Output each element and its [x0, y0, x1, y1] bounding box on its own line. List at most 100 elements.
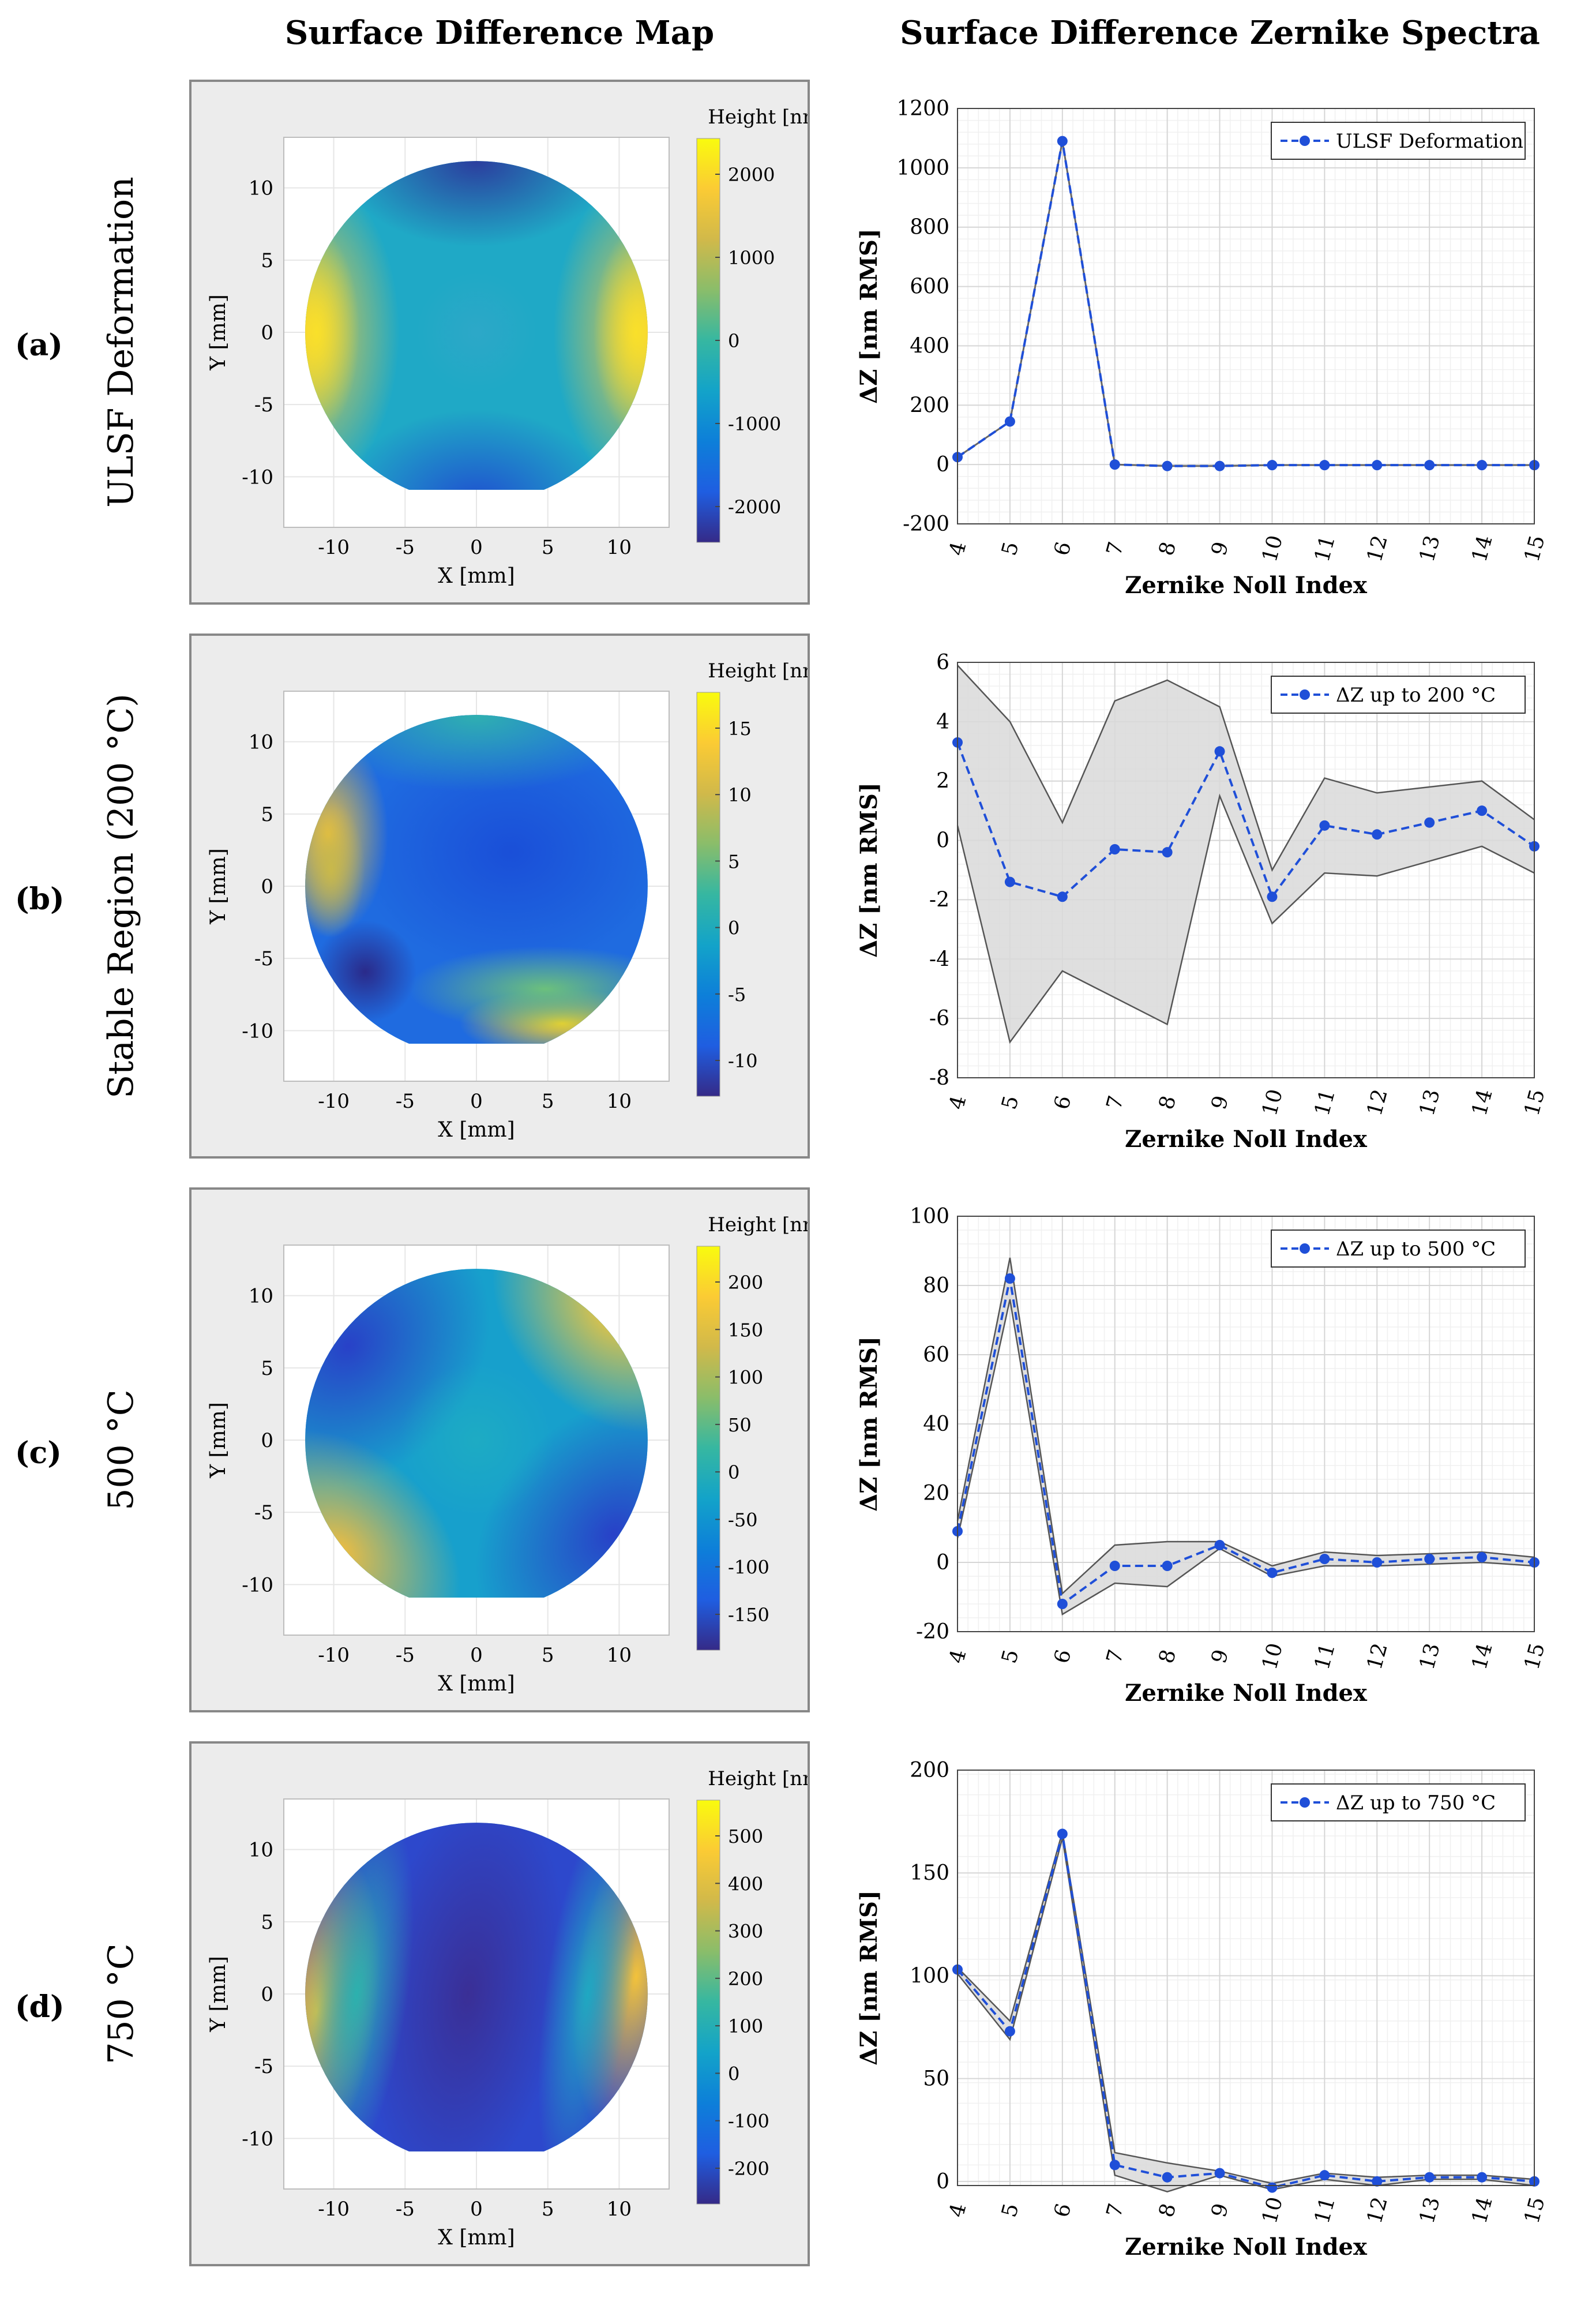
colorbar-tick-label: -100 — [728, 2111, 769, 2132]
map-y-tick: -10 — [242, 1573, 273, 1596]
x-axis-label: Zernike Noll Index — [1125, 572, 1368, 599]
map-x-tick: -10 — [318, 1644, 350, 1667]
data-point — [1004, 876, 1015, 887]
colorbar-tick-label: 500 — [728, 1826, 763, 1847]
surface-map-panel: -10 -5 0 5 10 10 5 0 -5 -10 X [mm] Y [mm] Height [nm… — [189, 1741, 810, 2266]
data-point — [1162, 460, 1173, 471]
high-region-left — [305, 169, 400, 490]
y-tick-label: 100 — [910, 1205, 949, 1228]
y-axis-label: ΔZ [nm RMS] — [855, 782, 883, 958]
map-y-tick: -5 — [254, 947, 273, 970]
map-y-tick: 0 — [261, 1429, 273, 1452]
map-x-label: X [mm] — [438, 2226, 515, 2250]
y-tick-label: 400 — [910, 334, 949, 358]
map-y-tick: 10 — [249, 731, 273, 754]
map-x-tick: 0 — [470, 536, 483, 559]
data-point — [1424, 2172, 1435, 2183]
colorbar-tick-label: 2000 — [728, 164, 775, 186]
y-tick-label: 0 — [936, 2170, 949, 2194]
data-point — [1424, 460, 1435, 471]
data-point — [1267, 2182, 1278, 2193]
low-center-band — [370, 1823, 566, 2151]
data-point — [1004, 416, 1015, 427]
x-tick-label: 5 — [997, 539, 1024, 558]
ridge-left — [305, 800, 366, 938]
data-point — [1319, 1554, 1330, 1564]
high-region-right — [553, 169, 648, 490]
map-y-tick: 10 — [249, 177, 273, 200]
legend-marker — [1300, 1797, 1310, 1808]
x-tick-label: 14 — [1467, 1087, 1497, 1119]
map-x-tick: 10 — [607, 536, 632, 559]
data-point — [1057, 136, 1068, 147]
x-tick-label: 4 — [945, 1647, 971, 1666]
data-point — [1477, 460, 1488, 471]
zernike-chart-svg: -200 0 200 400 600 800 1000 1200 4 5 6 7 8 9 10 11 12 13 1… — [855, 97, 1550, 599]
data-point — [1057, 1828, 1068, 1839]
x-tick-label: 11 — [1311, 533, 1340, 565]
legend-label: ΔZ up to 500 °C — [1336, 1238, 1496, 1261]
map-y-tick: 10 — [249, 1839, 273, 1862]
map-y-tick: -5 — [254, 1501, 273, 1524]
y-tick-label: 80 — [923, 1274, 949, 1298]
row-label: (d) — [15, 1989, 65, 2025]
data-point — [1004, 2026, 1015, 2037]
top-band — [305, 715, 648, 792]
legend-marker — [1300, 136, 1310, 146]
x-tick-label: 7 — [1102, 539, 1129, 558]
colorbar-tick-label: 150 — [728, 1319, 763, 1341]
low-region-top — [339, 161, 614, 247]
colorbar-title: Height [nm] — [708, 659, 808, 683]
data-point — [1214, 460, 1225, 471]
y-axis-label: ΔZ [nm RMS] — [855, 228, 883, 404]
y-tick-label: 50 — [923, 2067, 949, 2091]
colorbar-title: Height [nm] — [708, 1767, 808, 1790]
y-tick-label: -20 — [916, 1620, 949, 1644]
x-tick-label: 7 — [1102, 2201, 1129, 2220]
row-label: (b) — [15, 882, 65, 917]
x-tick-label: 7 — [1102, 1647, 1129, 1666]
x-tick-label: 15 — [1520, 2195, 1549, 2226]
data-point — [1424, 1554, 1435, 1564]
y-tick-label: 0 — [936, 1551, 949, 1575]
legend-marker — [1300, 1243, 1310, 1254]
colorbar-tick-label: 1000 — [728, 247, 775, 269]
map-x-tick: -5 — [396, 2198, 415, 2221]
legend-marker — [1300, 689, 1310, 700]
row-description: Stable Region (200 °C) — [101, 694, 141, 1099]
x-tick-label: 4 — [945, 2201, 971, 2220]
y-tick-label: 1200 — [896, 97, 949, 121]
y-tick-label: 200 — [910, 393, 949, 417]
data-point — [1319, 460, 1330, 471]
map-x-tick: 10 — [607, 1090, 632, 1113]
y-tick-label: -4 — [929, 947, 949, 971]
legend-label: ΔZ up to 200 °C — [1336, 684, 1496, 707]
y-tick-label: 2 — [936, 770, 949, 793]
colorbar-tick-label: -2000 — [728, 496, 781, 518]
series-line — [956, 1278, 1535, 1606]
x-tick-label: 13 — [1415, 533, 1444, 565]
y-axis-label: ΔZ [nm RMS] — [855, 1890, 883, 2066]
x-tick-label: 11 — [1311, 1641, 1340, 1673]
x-tick-label: 15 — [1520, 1087, 1549, 1119]
row-description: 500 °C — [101, 1389, 141, 1510]
band-upper-edge — [957, 665, 1535, 872]
x-tick-label: 10 — [1258, 1087, 1287, 1119]
wafer-surface — [305, 161, 648, 490]
x-tick-label: 10 — [1258, 1641, 1287, 1673]
surface-map-svg: -10 -5 0 5 10 10 5 0 -5 -10 X [mm] Y [mm] Height [nm… — [206, 659, 808, 1142]
colorbar — [696, 692, 720, 1097]
surface-map-panel: -10 -5 0 5 10 10 5 0 -5 -10 X [mm] Y [mm] Height [nm… — [189, 80, 810, 605]
y-tick-label: 20 — [923, 1482, 949, 1505]
x-tick-label: 9 — [1207, 1647, 1234, 1666]
x-tick-label: 11 — [1311, 2195, 1340, 2226]
x-tick-label: 6 — [1050, 2201, 1076, 2220]
x-tick-label: 10 — [1258, 533, 1287, 565]
x-tick-label: 15 — [1520, 533, 1549, 565]
data-point — [1004, 1273, 1015, 1284]
map-x-label: X [mm] — [438, 1672, 515, 1696]
data-point — [1057, 1599, 1068, 1609]
x-tick-label: 10 — [1258, 2195, 1287, 2226]
x-tick-label: 13 — [1415, 1641, 1444, 1673]
plot-frame — [957, 1216, 1535, 1632]
